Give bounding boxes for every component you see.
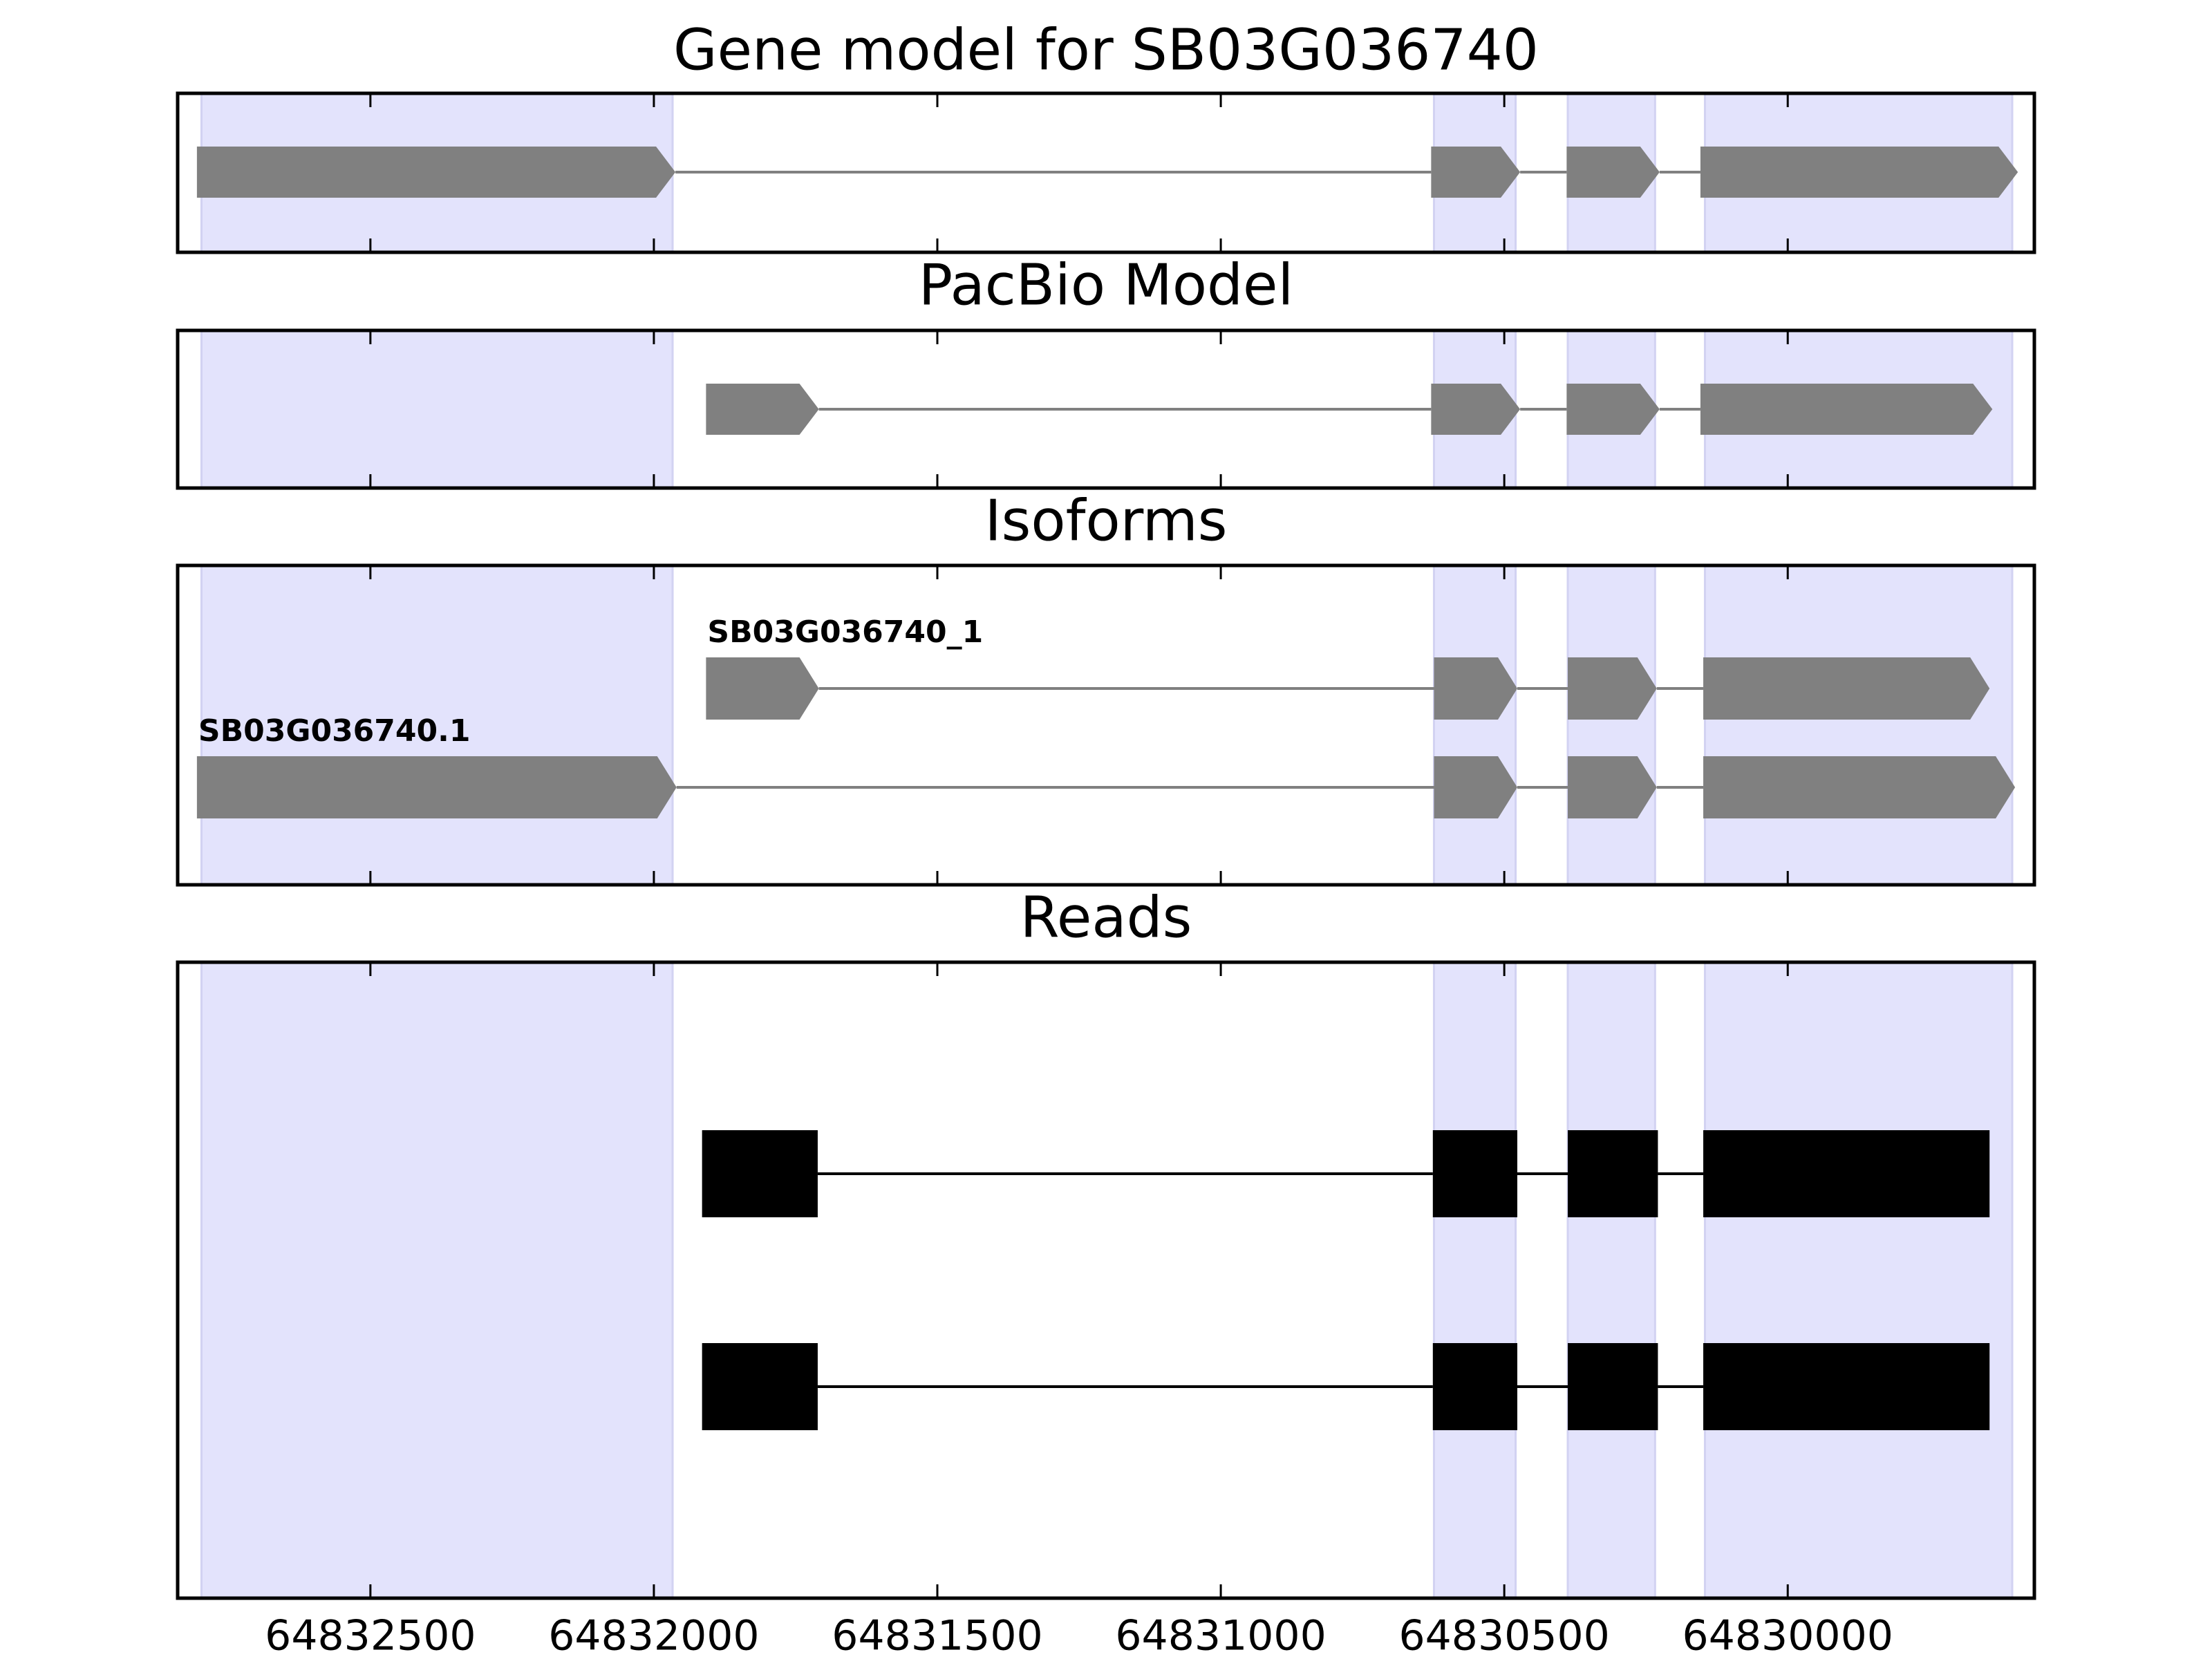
read-block <box>1568 1130 1658 1217</box>
isoform-label: SB03G036740_1 <box>707 615 983 650</box>
highlight-region <box>200 329 674 489</box>
x-tick-label: 64831500 <box>832 1612 1042 1659</box>
track-title: Isoforms <box>985 488 1228 554</box>
read-block <box>702 1130 818 1217</box>
exon <box>1566 147 1660 198</box>
exon <box>1431 147 1521 198</box>
exon <box>1700 384 1993 435</box>
read-block <box>1568 1343 1658 1430</box>
x-tick-label: 64830500 <box>1398 1612 1609 1659</box>
exon <box>1431 384 1521 435</box>
read-block <box>1432 1343 1518 1430</box>
track-frame <box>176 328 2036 490</box>
x-tick-label: 64832500 <box>265 1612 476 1659</box>
exon <box>1700 147 2018 198</box>
read-block <box>702 1343 818 1430</box>
read-block <box>1432 1130 1518 1217</box>
highlight-region <box>1703 564 2014 886</box>
isoform-label: SB03G036740.1 <box>198 713 471 749</box>
track-frame <box>176 960 2036 1600</box>
x-tick-label: 64832000 <box>548 1612 759 1659</box>
exon <box>1566 384 1660 435</box>
highlight-region <box>1566 961 1656 1600</box>
exon <box>1703 756 2016 818</box>
track-title: PacBio Model <box>919 252 1294 318</box>
exon <box>1568 756 1657 818</box>
exon <box>706 384 819 435</box>
exon <box>1703 657 1990 720</box>
exon <box>1434 657 1518 720</box>
highlight-region <box>1703 961 2014 1600</box>
x-tick-label: 64830000 <box>1683 1612 1893 1659</box>
highlight-region <box>1432 961 1517 1600</box>
highlight-region <box>1566 564 1656 886</box>
exon <box>1434 756 1518 818</box>
track-frame <box>176 563 2036 887</box>
exon <box>196 756 677 818</box>
exon <box>706 657 819 720</box>
x-tick-label: 64831000 <box>1115 1612 1326 1659</box>
track-frame <box>176 91 2036 254</box>
exon <box>196 147 676 198</box>
read-block <box>1703 1343 1990 1430</box>
highlight-region <box>200 961 674 1600</box>
read-block <box>1703 1130 1990 1217</box>
track-title: Reads <box>1020 885 1192 950</box>
highlight-region <box>1432 564 1517 886</box>
track-title: Gene model for SB03G036740 <box>673 17 1539 83</box>
exon <box>1568 657 1657 720</box>
